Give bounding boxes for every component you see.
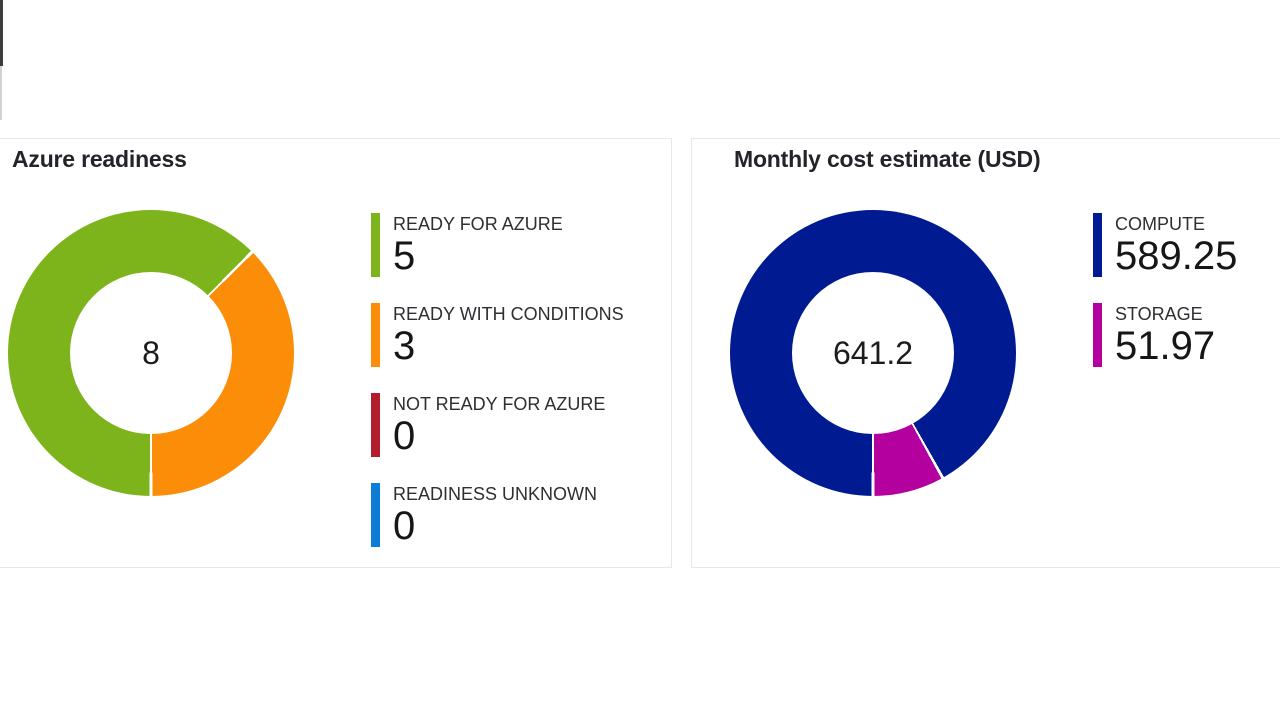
legend-label: STORAGE [1115,304,1203,324]
legend-value: 589.25 [1115,234,1238,278]
legend-color-bar [1093,213,1102,277]
donut-hole: 8 [70,272,232,434]
legend-color-bar [371,303,380,367]
legend-item-not-ready-for-azure: NOT READY FOR AZURE 0 [371,393,624,457]
donut-hole: 641.2 [792,272,954,434]
legend-label: READY WITH CONDITIONS [393,304,624,324]
legend-color-bar [371,483,380,547]
legend-value: 0 [393,504,416,548]
legend-label: READY FOR AZURE [393,214,563,234]
left-edge-light-sliver [0,66,2,120]
legend-label: COMPUTE [1115,214,1205,234]
azure-readiness-title: Azure readiness [12,146,187,172]
legend-value: 51.97 [1115,324,1216,368]
legend-color-bar [371,393,380,457]
legend-item-compute: COMPUTE 589.25 [1093,213,1237,277]
azure-readiness-card: Azure readiness 8 READY FOR AZURE 5 READ… [0,138,672,568]
monthly-cost-title: Monthly cost estimate (USD) [734,146,1041,172]
legend-value: 0 [393,414,416,458]
legend-label: READINESS UNKNOWN [393,484,598,504]
legend-item-ready-with-conditions: READY WITH CONDITIONS 3 [371,303,624,367]
legend-color-bar [1093,303,1102,367]
legend-item-readiness-unknown: READINESS UNKNOWN 0 [371,483,624,547]
legend-item-ready-for-azure: READY FOR AZURE 5 [371,213,624,277]
legend-value: 3 [393,324,416,368]
readiness-total-value: 8 [142,334,160,371]
cost-legend: COMPUTE 589.25 STORAGE 51.97 [1093,213,1237,393]
legend-item-storage: STORAGE 51.97 [1093,303,1237,367]
cost-total-value: 641.2 [832,334,914,371]
legend-label: NOT READY FOR AZURE [393,394,606,414]
legend-color-bar [371,213,380,277]
cost-donut-chart[interactable]: 641.2 [730,210,1016,496]
legend-value: 5 [393,234,416,278]
left-edge-dark-sliver [0,0,3,66]
readiness-donut-chart[interactable]: 8 [8,210,294,496]
readiness-legend: READY FOR AZURE 5 READY WITH CONDITIONS … [371,213,624,573]
monthly-cost-card: Monthly cost estimate (USD) 641.2 COMPUT… [691,138,1280,568]
